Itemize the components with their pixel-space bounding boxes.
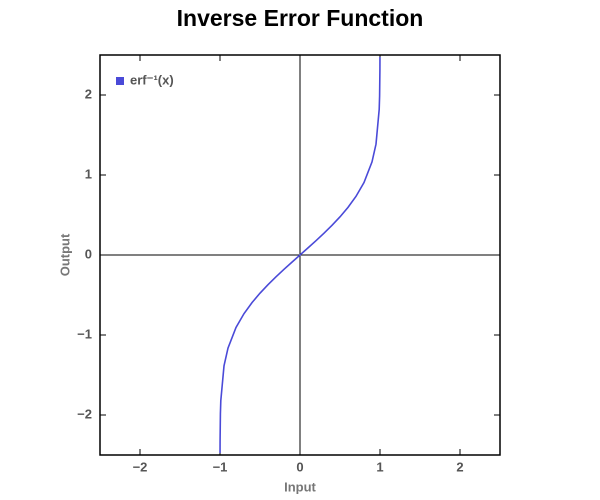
x-tick-label: 0 — [296, 459, 303, 474]
x-tick-label: 1 — [376, 459, 383, 474]
legend-label: erf⁻¹(x) — [130, 72, 174, 87]
x-tick-label: −2 — [133, 459, 148, 474]
x-tick-label: 2 — [456, 459, 463, 474]
data-line — [219, 57, 381, 453]
y-tick-label: −1 — [77, 326, 92, 341]
x-tick-label: −1 — [213, 459, 228, 474]
chart-title: Inverse Error Function — [177, 5, 424, 31]
legend-swatch — [116, 77, 124, 85]
y-axis-label: Output — [57, 233, 72, 276]
y-tick-label: −2 — [77, 406, 92, 421]
y-tick-label: 2 — [85, 86, 92, 101]
y-tick-label: 0 — [85, 246, 92, 261]
x-axis-label: Input — [284, 479, 316, 494]
y-tick-label: 1 — [85, 166, 92, 181]
